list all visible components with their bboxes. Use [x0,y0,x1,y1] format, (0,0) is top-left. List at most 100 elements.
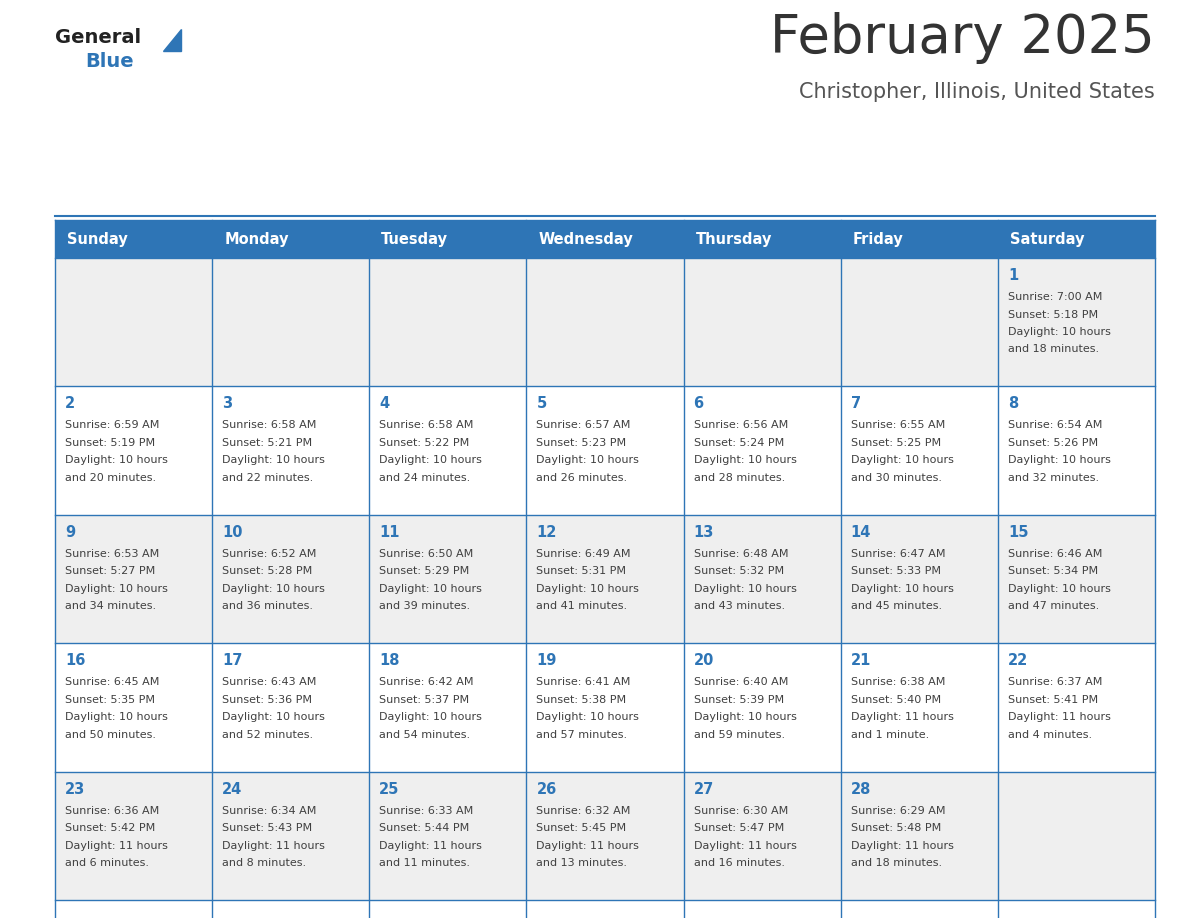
Text: 26: 26 [537,781,557,797]
Text: 17: 17 [222,654,242,668]
Text: 25: 25 [379,781,399,797]
Text: Sunrise: 6:57 AM: Sunrise: 6:57 AM [537,420,631,431]
Text: Daylight: 10 hours: Daylight: 10 hours [1007,584,1111,594]
Text: Daylight: 10 hours: Daylight: 10 hours [379,712,482,722]
Text: 24: 24 [222,781,242,797]
Text: and 1 minute.: and 1 minute. [851,730,929,740]
Text: Sunset: 5:35 PM: Sunset: 5:35 PM [65,695,154,705]
Text: Daylight: 10 hours: Daylight: 10 hours [537,455,639,465]
Text: Sunrise: 6:58 AM: Sunrise: 6:58 AM [379,420,474,431]
Text: Sunset: 5:25 PM: Sunset: 5:25 PM [851,438,941,448]
Bar [55,220,1155,258]
Text: February 2025: February 2025 [770,12,1155,64]
Text: 6: 6 [694,397,703,411]
Text: Sunrise: 6:58 AM: Sunrise: 6:58 AM [222,420,316,431]
Text: Sunset: 5:38 PM: Sunset: 5:38 PM [537,695,626,705]
Text: Sunset: 5:37 PM: Sunset: 5:37 PM [379,695,469,705]
Text: 19: 19 [537,654,557,668]
Text: and 34 minutes.: and 34 minutes. [65,601,156,611]
Bar [55,386,1155,515]
Text: Sunrise: 6:59 AM: Sunrise: 6:59 AM [65,420,159,431]
Text: Sunrise: 6:29 AM: Sunrise: 6:29 AM [851,806,946,815]
Text: Sunset: 5:41 PM: Sunset: 5:41 PM [1007,695,1098,705]
Text: 7: 7 [851,397,861,411]
Text: and 47 minutes.: and 47 minutes. [1007,601,1099,611]
Text: Saturday: Saturday [1010,231,1085,247]
Text: Daylight: 10 hours: Daylight: 10 hours [851,584,954,594]
Text: Daylight: 10 hours: Daylight: 10 hours [1007,327,1111,337]
Text: 20: 20 [694,654,714,668]
Polygon shape [163,29,181,51]
Text: Sunset: 5:33 PM: Sunset: 5:33 PM [851,566,941,577]
Text: Daylight: 11 hours: Daylight: 11 hours [222,841,326,851]
Text: Sunset: 5:22 PM: Sunset: 5:22 PM [379,438,469,448]
Text: Sunset: 5:43 PM: Sunset: 5:43 PM [222,823,312,834]
Text: Daylight: 10 hours: Daylight: 10 hours [537,712,639,722]
Text: Daylight: 10 hours: Daylight: 10 hours [379,584,482,594]
Text: Daylight: 11 hours: Daylight: 11 hours [851,712,954,722]
Text: and 39 minutes.: and 39 minutes. [379,601,470,611]
Text: Daylight: 10 hours: Daylight: 10 hours [65,712,168,722]
Text: Daylight: 11 hours: Daylight: 11 hours [1007,712,1111,722]
Text: Sunrise: 6:43 AM: Sunrise: 6:43 AM [222,677,316,688]
Text: Sunrise: 6:40 AM: Sunrise: 6:40 AM [694,677,788,688]
Text: and 45 minutes.: and 45 minutes. [851,601,942,611]
Text: and 20 minutes.: and 20 minutes. [65,473,156,483]
Text: Sunset: 5:31 PM: Sunset: 5:31 PM [537,566,626,577]
Text: 2: 2 [65,397,75,411]
Text: Daylight: 10 hours: Daylight: 10 hours [222,455,326,465]
Text: Daylight: 10 hours: Daylight: 10 hours [1007,455,1111,465]
Text: Sunrise: 6:36 AM: Sunrise: 6:36 AM [65,806,159,815]
Text: and 11 minutes.: and 11 minutes. [379,858,470,868]
Text: and 13 minutes.: and 13 minutes. [537,858,627,868]
Text: 27: 27 [694,781,714,797]
Text: 16: 16 [65,654,86,668]
Text: Sunset: 5:44 PM: Sunset: 5:44 PM [379,823,469,834]
Text: and 32 minutes.: and 32 minutes. [1007,473,1099,483]
Text: Daylight: 10 hours: Daylight: 10 hours [379,455,482,465]
Text: Daylight: 11 hours: Daylight: 11 hours [694,841,796,851]
Text: 1: 1 [1007,268,1018,283]
Text: Daylight: 10 hours: Daylight: 10 hours [222,712,326,722]
Text: Sunrise: 6:52 AM: Sunrise: 6:52 AM [222,549,316,559]
Text: Daylight: 10 hours: Daylight: 10 hours [537,584,639,594]
Text: Daylight: 11 hours: Daylight: 11 hours [537,841,639,851]
Text: and 16 minutes.: and 16 minutes. [694,858,784,868]
Text: and 54 minutes.: and 54 minutes. [379,730,470,740]
Text: 12: 12 [537,525,557,540]
Text: Sunrise: 6:56 AM: Sunrise: 6:56 AM [694,420,788,431]
Text: Sunrise: 6:34 AM: Sunrise: 6:34 AM [222,806,316,815]
Text: and 30 minutes.: and 30 minutes. [851,473,942,483]
Text: Christopher, Illinois, United States: Christopher, Illinois, United States [800,82,1155,102]
Text: Monday: Monday [225,231,289,247]
Text: Daylight: 11 hours: Daylight: 11 hours [65,841,168,851]
Text: and 18 minutes.: and 18 minutes. [1007,344,1099,354]
Text: Sunset: 5:19 PM: Sunset: 5:19 PM [65,438,156,448]
Text: Sunrise: 6:53 AM: Sunrise: 6:53 AM [65,549,159,559]
Text: Sunday: Sunday [67,231,128,247]
Text: 28: 28 [851,781,871,797]
Text: 5: 5 [537,397,546,411]
Text: Wednesday: Wednesday [538,231,633,247]
Text: Sunrise: 6:50 AM: Sunrise: 6:50 AM [379,549,474,559]
Text: and 24 minutes.: and 24 minutes. [379,473,470,483]
Text: Sunrise: 6:49 AM: Sunrise: 6:49 AM [537,549,631,559]
Text: Blue: Blue [86,52,133,71]
Text: 14: 14 [851,525,871,540]
Text: Daylight: 10 hours: Daylight: 10 hours [694,584,796,594]
Text: Sunset: 5:42 PM: Sunset: 5:42 PM [65,823,156,834]
Text: Sunrise: 6:45 AM: Sunrise: 6:45 AM [65,677,159,688]
Text: and 50 minutes.: and 50 minutes. [65,730,156,740]
Text: 9: 9 [65,525,75,540]
Text: Sunset: 5:27 PM: Sunset: 5:27 PM [65,566,156,577]
Text: and 28 minutes.: and 28 minutes. [694,473,785,483]
Text: Daylight: 10 hours: Daylight: 10 hours [65,584,168,594]
Text: Sunrise: 6:48 AM: Sunrise: 6:48 AM [694,549,788,559]
Text: Sunset: 5:40 PM: Sunset: 5:40 PM [851,695,941,705]
Text: Sunset: 5:23 PM: Sunset: 5:23 PM [537,438,626,448]
Text: Sunset: 5:36 PM: Sunset: 5:36 PM [222,695,312,705]
Text: and 36 minutes.: and 36 minutes. [222,601,314,611]
Text: Sunset: 5:28 PM: Sunset: 5:28 PM [222,566,312,577]
Text: Daylight: 10 hours: Daylight: 10 hours [65,455,168,465]
Text: 13: 13 [694,525,714,540]
